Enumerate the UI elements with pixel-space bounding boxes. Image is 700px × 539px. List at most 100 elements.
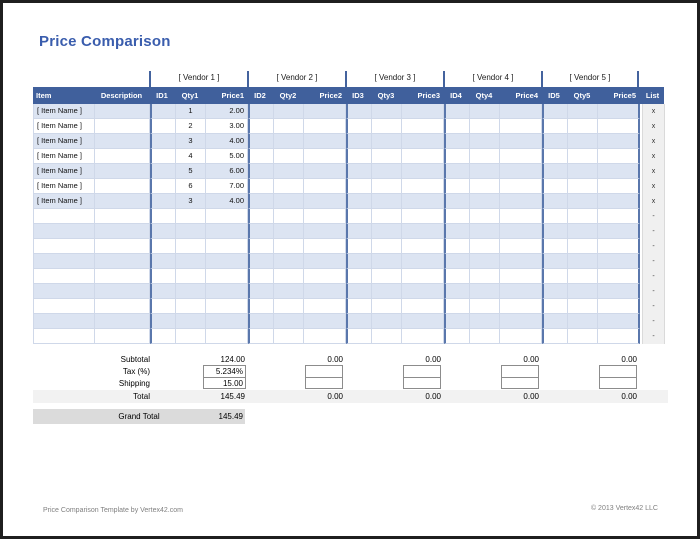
cell-qty3[interactable] [372,134,402,149]
cell-price2[interactable] [304,239,346,254]
cell-qty1[interactable]: 5 [176,164,206,179]
cell-qty2[interactable] [274,179,304,194]
grand-total-value[interactable]: 145.49 [218,412,243,421]
cell-qty4[interactable] [470,149,500,164]
cell-desc[interactable] [95,284,150,299]
vendor2-tax-input[interactable] [306,366,342,377]
list-cell[interactable]: x [642,164,665,179]
cell-qty5[interactable] [568,194,598,209]
cell-item[interactable]: [ Item Name ] [34,164,95,179]
cell-id4[interactable] [444,224,470,239]
cell-qty5[interactable] [568,329,598,344]
cell-qty5[interactable] [568,104,598,119]
vendor1-subtotal-value[interactable]: 124.00 [220,355,245,364]
cell-price3[interactable] [402,119,444,134]
cell-desc[interactable] [95,164,150,179]
cell-qty2[interactable] [274,194,304,209]
cell-price5[interactable] [598,269,640,284]
cell-id3[interactable] [346,239,372,254]
cell-id3[interactable] [346,314,372,329]
cell-price2[interactable] [304,269,346,284]
vendor2-total-value[interactable]: 0.00 [327,392,343,401]
cell-id3[interactable] [346,104,372,119]
cell-qty2[interactable] [274,164,304,179]
cell-price3[interactable] [402,179,444,194]
cell-qty5[interactable] [568,119,598,134]
cell-price1[interactable]: 4.00 [206,194,248,209]
cell-id3[interactable] [346,254,372,269]
cell-price5[interactable] [598,224,640,239]
cell-price3[interactable] [402,194,444,209]
vendor5-subtotal-value[interactable]: 0.00 [621,355,637,364]
cell-price4[interactable] [500,164,542,179]
cell-desc[interactable] [95,314,150,329]
cell-id5[interactable] [542,104,568,119]
cell-price4[interactable] [500,314,542,329]
cell-desc[interactable] [95,104,150,119]
cell-id5[interactable] [542,134,568,149]
cell-id2[interactable] [248,104,274,119]
cell-qty1[interactable] [176,209,206,224]
cell-price4[interactable] [500,239,542,254]
cell-price2[interactable] [304,314,346,329]
cell-qty2[interactable] [274,269,304,284]
vendor5-shipping-input[interactable] [600,377,636,389]
list-cell[interactable]: - [642,314,665,329]
cell-price3[interactable] [402,134,444,149]
cell-id1[interactable] [150,149,176,164]
vendor4-subtotal-value[interactable]: 0.00 [523,355,539,364]
cell-price2[interactable] [304,179,346,194]
cell-id4[interactable] [444,134,470,149]
cell-item[interactable] [34,224,95,239]
cell-id1[interactable] [150,194,176,209]
vendor1-tax-input[interactable]: 5.234% [215,367,243,376]
vendor2-shipping-input[interactable] [306,377,342,389]
cell-desc[interactable] [95,299,150,314]
cell-price3[interactable] [402,209,444,224]
cell-price5[interactable] [598,329,640,344]
cell-price2[interactable] [304,119,346,134]
cell-id4[interactable] [444,164,470,179]
cell-price4[interactable] [500,179,542,194]
vendor4-shipping-input[interactable] [502,377,538,389]
cell-qty2[interactable] [274,149,304,164]
cell-id1[interactable] [150,179,176,194]
cell-price4[interactable] [500,134,542,149]
vendor4-tax-input[interactable] [502,366,538,377]
cell-qty1[interactable] [176,299,206,314]
vendor2-subtotal-value[interactable]: 0.00 [327,355,343,364]
list-cell[interactable]: - [642,329,665,344]
cell-id5[interactable] [542,269,568,284]
cell-qty5[interactable] [568,299,598,314]
cell-qty4[interactable] [470,194,500,209]
cell-qty5[interactable] [568,314,598,329]
cell-qty3[interactable] [372,149,402,164]
cell-id3[interactable] [346,119,372,134]
cell-id3[interactable] [346,299,372,314]
cell-qty3[interactable] [372,314,402,329]
cell-qty1[interactable]: 3 [176,194,206,209]
cell-id5[interactable] [542,329,568,344]
cell-qty4[interactable] [470,284,500,299]
cell-price1[interactable]: 2.00 [206,104,248,119]
cell-price3[interactable] [402,224,444,239]
cell-qty4[interactable] [470,299,500,314]
cell-qty3[interactable] [372,284,402,299]
cell-id3[interactable] [346,134,372,149]
list-cell[interactable]: - [642,269,665,284]
cell-price5[interactable] [598,254,640,269]
cell-item[interactable] [34,269,95,284]
cell-item[interactable]: [ Item Name ] [34,104,95,119]
cell-price2[interactable] [304,299,346,314]
cell-qty5[interactable] [568,224,598,239]
cell-id2[interactable] [248,329,274,344]
cell-qty3[interactable] [372,104,402,119]
cell-id1[interactable] [150,239,176,254]
cell-id3[interactable] [346,149,372,164]
cell-id2[interactable] [248,194,274,209]
cell-id1[interactable] [150,209,176,224]
cell-item[interactable] [34,329,95,344]
cell-qty4[interactable] [470,134,500,149]
cell-id4[interactable] [444,269,470,284]
cell-price3[interactable] [402,254,444,269]
